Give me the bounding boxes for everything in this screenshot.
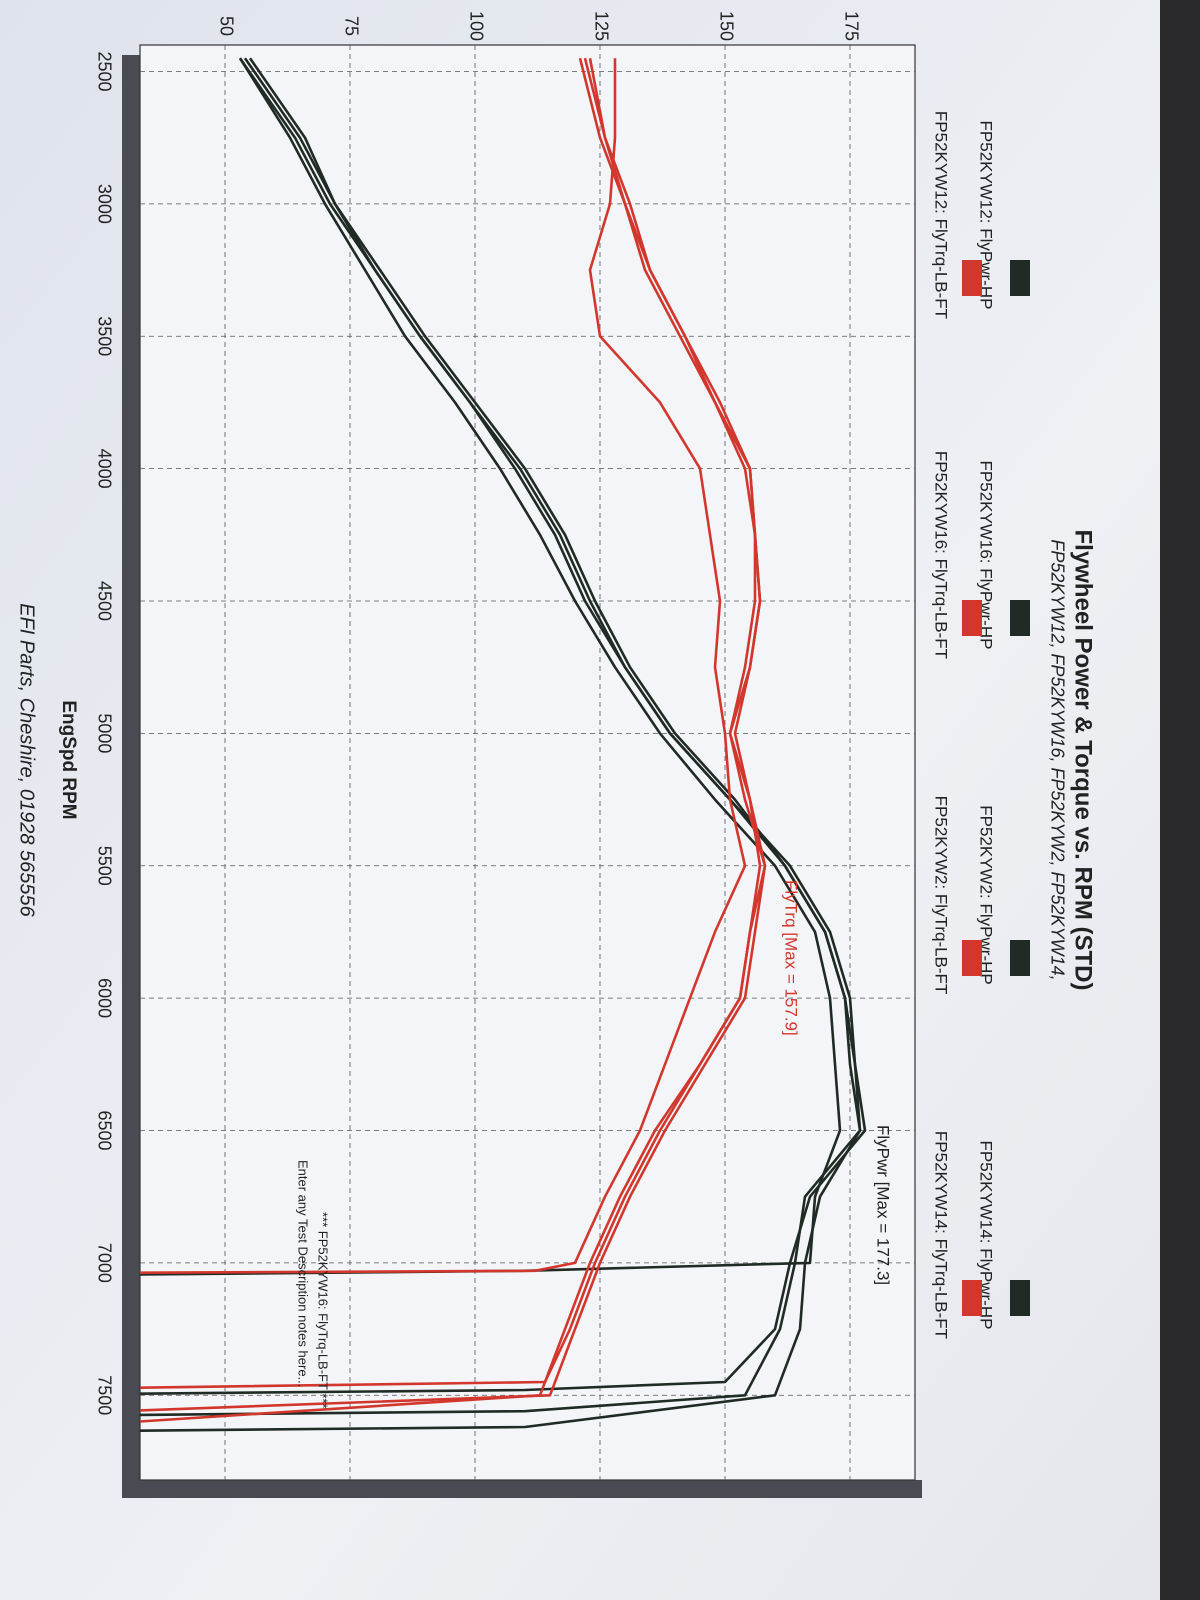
legend-swatch <box>962 940 982 976</box>
x-tick-label: 2500 <box>94 51 114 91</box>
legend-swatch <box>962 1280 982 1316</box>
legend-label: FP52KYW2: FlyTrq-LB-FT <box>932 796 951 995</box>
x-tick-label: 5000 <box>94 713 114 753</box>
series-line <box>140 57 762 1423</box>
x-tick-label: 5500 <box>94 846 114 886</box>
series-line <box>140 57 767 1412</box>
chart-title: Flywheel Power & Torque vs. RPM (STD) <box>1070 530 1097 991</box>
annotation: FlyTrq [Max = 157.9] <box>782 880 801 1036</box>
x-tick-label: 7500 <box>94 1375 114 1415</box>
x-axis-label: EngSpd RPM <box>58 700 79 819</box>
legend-label: FP52KYW12: FlyTrq-LB-FT <box>932 111 951 319</box>
y-tick-label: 150 <box>716 11 736 41</box>
x-tick-label: 4000 <box>94 449 114 489</box>
footer: EFI Parts, Cheshire, 01928 565556 <box>16 603 38 917</box>
lines <box>140 57 867 1433</box>
frame-shadow-bottom <box>122 1480 922 1498</box>
series-line <box>140 58 747 1275</box>
annotation: Enter any Test Description notes here... <box>296 1160 311 1387</box>
legend-swatch <box>962 600 982 636</box>
plot-area <box>139 44 916 1481</box>
legend-label: FP52KYW2: FlyPwr-HP <box>977 805 996 984</box>
y-tick-label: 125 <box>591 11 611 41</box>
y-tick-label: 175 <box>841 11 861 41</box>
legend-swatch <box>1010 600 1030 636</box>
legend-swatch <box>962 260 982 296</box>
chart-subtitle: FP52KYW12, FP52KYW16, FP52KYW2, FP52KYW1… <box>1047 539 1067 980</box>
x-tick-label: 3000 <box>94 184 114 224</box>
x-tick-label: 6000 <box>94 978 114 1018</box>
legend-label: FP52KYW14: FlyTrq-LB-FT <box>932 1131 951 1339</box>
x-tick-label: 4500 <box>94 581 114 621</box>
desk-edge <box>1160 0 1200 1600</box>
annotation: FlyPwr [Max = 177.3] <box>874 1125 893 1285</box>
y-tick-label: 100 <box>466 11 486 41</box>
x-tick-label: 7000 <box>94 1243 114 1283</box>
legend-swatch <box>1010 260 1030 296</box>
legend-swatch <box>1010 940 1030 976</box>
legend-label: FP52KYW16: FlyTrq-LB-FT <box>932 451 951 659</box>
legend-swatch <box>1010 1280 1030 1316</box>
y-tick-label: 75 <box>341 16 361 36</box>
series-line <box>140 57 867 1396</box>
frame-shadow <box>122 55 140 1495</box>
x-tick-label: 3500 <box>94 316 114 356</box>
annotation: *** FP52KYW16: FlyTrq-LB-FT *** <box>316 1212 331 1409</box>
y-tick-label: 50 <box>216 16 236 36</box>
x-tick-label: 6500 <box>94 1110 114 1150</box>
